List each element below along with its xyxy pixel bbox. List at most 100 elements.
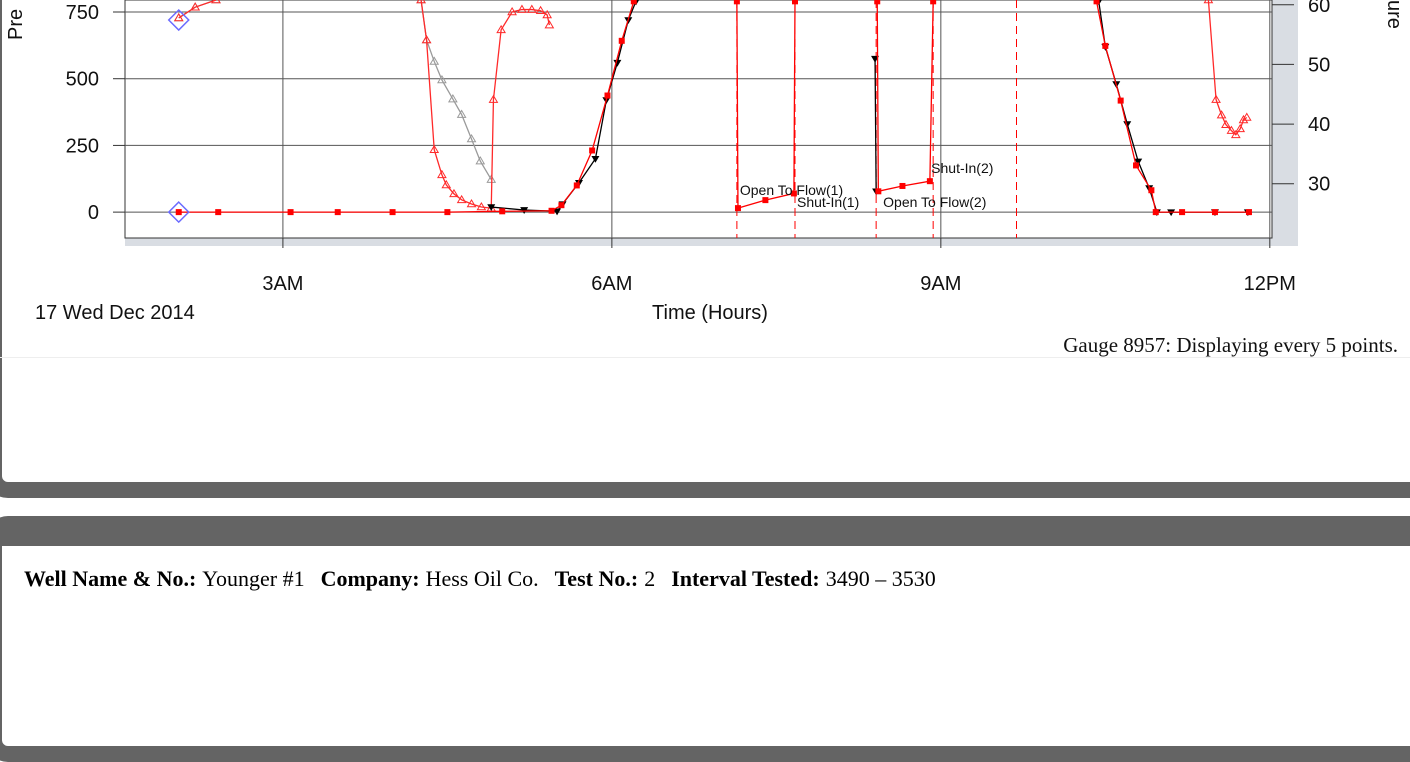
data-point	[476, 201, 487, 211]
y-axis-label: Pre	[5, 9, 27, 40]
data-point	[1245, 209, 1252, 216]
data-point	[613, 59, 622, 67]
data-point	[1241, 112, 1252, 121]
data-point	[487, 204, 496, 212]
data-point	[496, 24, 506, 34]
data-point	[215, 209, 222, 216]
data-point	[1117, 97, 1124, 104]
data-point	[1133, 162, 1140, 169]
event-label: Open To Flow(1)	[740, 182, 843, 198]
data-point	[167, 8, 190, 32]
y2-tick-label: 60	[1308, 0, 1330, 17]
data-point	[630, 0, 637, 5]
well-info: Well Name & No.: Younger #1 Company: Hess O…	[24, 566, 936, 592]
data-point	[429, 144, 440, 154]
data-point	[173, 12, 184, 22]
data-point	[544, 20, 555, 29]
info-panel	[0, 516, 1410, 762]
y2-tick-label: 30	[1308, 174, 1330, 196]
y-tick-label: 500	[66, 69, 99, 91]
data-point	[875, 188, 882, 195]
x-tick-label: 12PM	[1244, 273, 1296, 295]
data-point	[444, 209, 451, 216]
data-point	[416, 0, 426, 4]
info-value: 3490 – 3530	[825, 566, 936, 591]
data-point	[456, 194, 467, 204]
y2-axis-label: ure	[1383, 0, 1405, 29]
data-point	[507, 6, 517, 16]
data-point	[762, 197, 769, 204]
info-value: Younger #1	[202, 566, 305, 591]
data-point	[604, 92, 611, 99]
data-point	[553, 208, 562, 216]
data-point	[475, 156, 486, 165]
data-point	[791, 0, 798, 5]
event-label: Shut-In(2)	[931, 160, 993, 176]
x-tick-label: 9AM	[920, 273, 961, 295]
data-point	[1203, 0, 1214, 4]
info-label: Test No.:	[554, 566, 639, 591]
data-point	[167, 201, 190, 224]
data-point	[437, 169, 447, 179]
data-point	[733, 0, 740, 5]
data-point	[1179, 209, 1186, 216]
data-point	[1226, 125, 1237, 134]
gauge-note: Gauge 8957: Displaying every 5 points.	[1063, 333, 1398, 357]
data-point	[1148, 187, 1155, 194]
data-point	[926, 178, 933, 185]
axis-shade	[125, 238, 1298, 246]
plot-area	[124, 0, 1273, 239]
data-point	[591, 155, 600, 163]
data-point	[499, 208, 506, 215]
data-point	[734, 205, 741, 212]
data-point	[558, 202, 565, 209]
data-point	[1230, 129, 1241, 139]
x-tick-label: 3AM	[262, 273, 303, 295]
data-point	[1211, 209, 1218, 216]
data-point	[618, 37, 625, 44]
data-point	[449, 188, 459, 198]
data-point	[175, 209, 182, 216]
plot	[125, 0, 1272, 238]
y2-tick-label: 50	[1308, 54, 1330, 76]
separator	[0, 357, 1410, 358]
event-label: Open To Flow(2)	[883, 194, 986, 210]
data-point	[589, 147, 596, 154]
data-point	[517, 4, 527, 13]
y-tick-label: 0	[88, 202, 99, 224]
data-point	[287, 209, 294, 216]
data-point	[421, 34, 432, 44]
data-point	[1093, 0, 1100, 5]
data-point	[1221, 119, 1231, 128]
y2-tick-label: 40	[1308, 114, 1330, 136]
data-point	[1152, 209, 1159, 216]
data-point	[447, 94, 458, 103]
data-point	[899, 182, 906, 189]
data-point	[389, 209, 396, 216]
data-point	[456, 109, 467, 118]
data-point	[466, 133, 477, 143]
data-point	[542, 9, 553, 19]
data-point	[526, 4, 537, 13]
data-point	[1134, 158, 1143, 166]
data-point	[334, 209, 341, 216]
data-point	[429, 56, 440, 65]
info-label: Company:	[320, 566, 420, 591]
data-point	[573, 182, 580, 189]
axis-shade	[1272, 0, 1298, 246]
data-point	[441, 179, 452, 189]
event-label: Shut-In(1)	[797, 194, 859, 210]
info-label: Interval Tested:	[671, 566, 820, 591]
data-point	[1238, 114, 1249, 124]
y-tick-label: 250	[66, 135, 99, 157]
data-point	[1123, 121, 1132, 129]
date-label: 17 Wed Dec 2014	[35, 302, 195, 324]
data-point	[930, 0, 937, 5]
data-point	[488, 94, 499, 103]
data-point	[548, 207, 555, 214]
data-point	[790, 190, 797, 197]
x-tick-label: 6AM	[591, 273, 632, 295]
chart: Pre ure Time (Hours) 17 Wed Dec 2014 Gau…	[5, 0, 1405, 357]
data-point	[874, 0, 881, 5]
